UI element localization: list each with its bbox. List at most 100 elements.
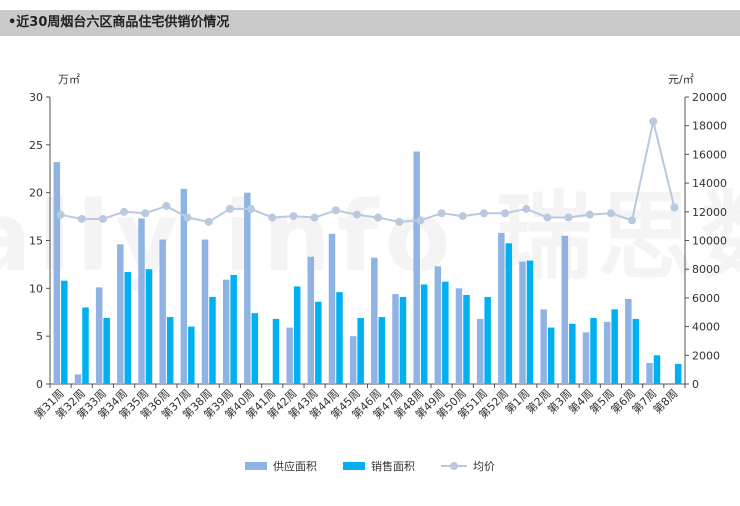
point-price (141, 209, 150, 218)
bar-supply (201, 239, 209, 384)
bar-sales (653, 355, 661, 384)
bar-sales (124, 272, 132, 384)
point-price (522, 204, 531, 213)
bar-sales (251, 313, 259, 384)
bar-sales (82, 307, 89, 384)
y-left-tick-label: 20 (29, 187, 43, 200)
legend-item-sales[interactable]: 销售面积 (343, 458, 415, 474)
bar-sales (674, 363, 682, 384)
legend-swatch-sales (343, 462, 365, 470)
legend-item-supply[interactable]: 供应面积 (245, 458, 317, 474)
point-price (606, 209, 615, 218)
bar-sales (420, 284, 428, 384)
bar-sales (357, 317, 364, 384)
bar-supply (625, 298, 632, 384)
y-left-tick-label: 25 (29, 139, 43, 152)
bar-sales (547, 327, 555, 384)
bar-supply (476, 318, 484, 384)
bar-supply (244, 192, 251, 384)
point-price (98, 214, 107, 223)
point-price (628, 216, 637, 225)
y-right-tick-label: 2000 (692, 349, 720, 362)
bar-supply (53, 162, 61, 384)
y-right-tick-label: 16000 (692, 148, 727, 161)
bar-sales (61, 280, 68, 384)
bar-sales (188, 326, 195, 384)
y-right-tick-label: 4000 (692, 321, 720, 334)
point-price (670, 203, 679, 212)
point-price (564, 213, 573, 222)
legend-label-supply: 供应面积 (273, 460, 317, 473)
bar-supply (74, 374, 82, 384)
point-price (395, 217, 404, 226)
bar-sales (632, 318, 640, 384)
bar-supply (371, 257, 378, 384)
point-price (56, 210, 65, 219)
bar-supply (498, 232, 505, 384)
bar-supply (603, 321, 611, 384)
bar-sales (209, 296, 216, 384)
point-price (458, 212, 467, 221)
bar-sales (484, 296, 491, 384)
y-left-tick-label: 30 (29, 91, 43, 104)
bar-sales (399, 296, 407, 384)
bar-sales (569, 323, 576, 384)
legend-item-price[interactable]: 均价 (441, 458, 495, 474)
point-price (543, 213, 552, 222)
bar-sales (230, 274, 237, 384)
bar-supply (392, 294, 399, 384)
bar-sales (526, 260, 534, 384)
point-price (120, 207, 129, 216)
bar-supply (540, 309, 547, 384)
bar-supply (519, 261, 526, 384)
bar-supply (434, 266, 442, 384)
bar-supply (138, 218, 145, 384)
y-left-tick-label: 5 (36, 330, 43, 343)
y-right-tick-label: 10000 (692, 235, 727, 248)
y-left-tick-label: 10 (29, 282, 43, 295)
y-axis-left-label: 万㎡ (58, 73, 80, 86)
y-right-tick-label: 20000 (692, 91, 727, 104)
point-price (183, 213, 192, 222)
bar-supply (413, 151, 420, 384)
y-right-tick-label: 18000 (692, 120, 727, 133)
bar-sales (463, 295, 470, 384)
point-price (162, 202, 171, 211)
y-right-tick-label: 8000 (692, 263, 720, 276)
point-price (204, 217, 213, 226)
bar-sales (442, 281, 449, 384)
point-price (268, 213, 277, 222)
bar-sales (378, 317, 386, 384)
bar-sales (590, 317, 597, 384)
bar-supply (349, 336, 357, 384)
bar-supply (117, 244, 124, 384)
bar-supply (180, 188, 188, 384)
bar-supply (582, 332, 590, 384)
y-right-tick-label: 0 (692, 378, 699, 391)
bar-supply (561, 235, 569, 384)
watermark: Really info 瑞思数据 (0, 181, 740, 293)
point-price (77, 214, 86, 223)
bar-sales (103, 317, 110, 384)
y-left-tick-label: 0 (36, 378, 43, 391)
point-price (501, 209, 510, 218)
y-axis-right-label: 元/㎡ (668, 73, 694, 86)
legend-swatch-price (441, 462, 467, 470)
point-price (352, 210, 361, 219)
bar-sales (293, 286, 301, 384)
bar-supply (159, 239, 166, 384)
x-tick-label: 第8周 (650, 386, 680, 416)
bar-supply (328, 233, 336, 384)
point-price (225, 204, 234, 213)
bar-supply (95, 287, 103, 384)
bar-supply (307, 256, 315, 384)
bar-sales (505, 243, 513, 384)
bar-sales (336, 292, 343, 384)
point-price (437, 209, 446, 218)
bar-sales (272, 318, 280, 384)
point-price (649, 117, 658, 126)
y-left-tick-label: 15 (29, 235, 43, 248)
point-price (310, 213, 319, 222)
point-price (289, 212, 298, 221)
point-price (479, 209, 488, 218)
